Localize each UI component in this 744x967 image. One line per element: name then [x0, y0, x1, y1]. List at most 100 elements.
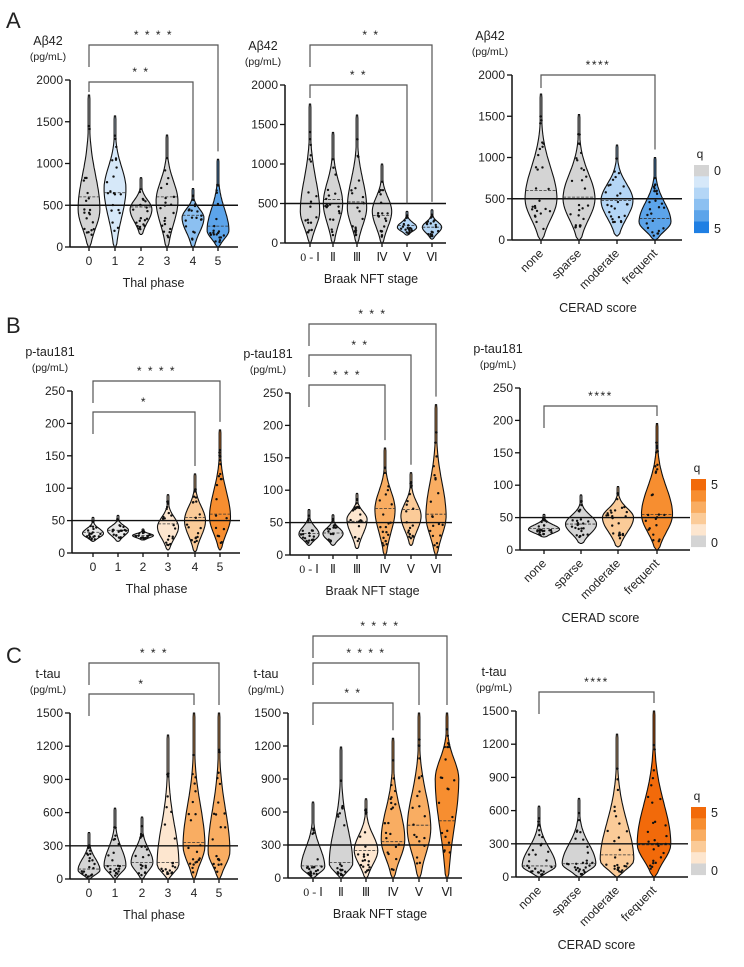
data-point — [91, 531, 95, 534]
data-point — [354, 535, 357, 539]
data-point — [191, 858, 195, 861]
panel-letter: A — [6, 8, 21, 33]
data-point — [217, 535, 221, 538]
data-point — [114, 871, 118, 875]
data-point — [114, 137, 117, 141]
data-point — [137, 532, 141, 535]
data-point — [390, 801, 393, 805]
legend-swatch — [694, 210, 709, 222]
data-point — [216, 183, 219, 187]
data-point — [312, 538, 315, 541]
data-point — [418, 805, 421, 808]
data-point — [216, 202, 220, 206]
data-point — [190, 216, 194, 219]
data-point — [164, 868, 167, 871]
data-point — [392, 759, 395, 762]
x-tick-label: none — [520, 556, 549, 585]
data-point — [588, 864, 591, 867]
data-point — [85, 535, 89, 538]
data-point — [211, 838, 214, 841]
violin — [524, 93, 558, 241]
data-point — [123, 528, 126, 532]
y-axis-unit: (pg/mL) — [480, 359, 516, 371]
data-point — [654, 465, 657, 468]
data-point — [651, 231, 654, 234]
data-point — [215, 483, 219, 487]
y-tick-label: 1500 — [482, 704, 509, 718]
data-point — [649, 867, 652, 870]
violin — [77, 94, 101, 248]
data-point — [540, 873, 543, 876]
data-point — [395, 857, 398, 861]
y-tick-label: 200 — [493, 413, 513, 427]
x-tick-label: 0 - Ⅰ — [300, 250, 320, 264]
y-tick-label: 0 — [58, 546, 65, 560]
data-point — [415, 862, 419, 865]
data-point — [355, 502, 358, 505]
data-point — [431, 534, 435, 538]
data-point — [362, 865, 365, 868]
data-point — [362, 853, 366, 856]
data-point — [436, 229, 440, 233]
data-point — [390, 783, 393, 787]
data-point — [324, 204, 327, 208]
panel-letter: B — [6, 313, 21, 338]
panel-7: Ct-tau (pg/mL) 0 1 2 3 4 5 0 300 600 900 1200 1500 Tha… — [6, 643, 238, 922]
data-point — [623, 214, 626, 218]
data-point — [451, 815, 454, 819]
data-point — [196, 531, 200, 535]
data-point — [615, 157, 618, 160]
data-point — [167, 176, 170, 180]
data-point — [95, 526, 98, 529]
data-point — [574, 526, 577, 530]
data-point — [652, 533, 655, 536]
data-point — [194, 861, 197, 864]
data-point — [113, 229, 116, 233]
legend-swatch — [691, 852, 706, 864]
data-point — [338, 863, 342, 866]
data-point — [539, 212, 542, 215]
data-point — [341, 868, 344, 872]
violin — [130, 816, 154, 880]
violin — [182, 712, 206, 880]
legend-swatch — [691, 501, 706, 514]
data-point — [583, 187, 587, 190]
data-point — [577, 203, 581, 207]
data-point — [582, 533, 585, 537]
data-point — [404, 228, 407, 231]
data-point — [386, 533, 390, 537]
data-point — [209, 232, 212, 235]
data-point — [648, 527, 651, 530]
data-point — [614, 175, 617, 179]
data-point — [87, 197, 90, 200]
data-point — [381, 180, 384, 183]
y-tick-label: 150 — [263, 451, 283, 465]
y-tick-label: 0 — [502, 870, 509, 884]
data-point — [386, 488, 390, 492]
data-point — [312, 866, 315, 869]
significance-bracket — [88, 44, 219, 152]
data-point — [82, 870, 86, 873]
x-tick-label: Ⅴ — [407, 562, 416, 576]
data-point — [218, 459, 221, 462]
data-point — [116, 518, 119, 521]
data-point — [387, 852, 390, 856]
data-point — [170, 810, 173, 814]
data-point — [413, 833, 416, 837]
data-point — [332, 218, 335, 221]
data-point — [654, 199, 657, 202]
data-point — [197, 858, 201, 862]
x-tick-label: 5 — [215, 254, 222, 268]
y-tick-label: 1200 — [36, 739, 63, 753]
data-point — [541, 145, 544, 148]
data-point — [646, 513, 650, 517]
data-point — [139, 217, 143, 220]
violin — [155, 134, 179, 248]
y-tick-label: 300 — [489, 837, 509, 851]
data-point — [142, 531, 146, 534]
data-point — [194, 496, 198, 499]
data-point — [434, 441, 437, 444]
data-point — [613, 207, 616, 210]
y-tick-label: 2000 — [36, 73, 63, 87]
data-point — [146, 209, 149, 213]
